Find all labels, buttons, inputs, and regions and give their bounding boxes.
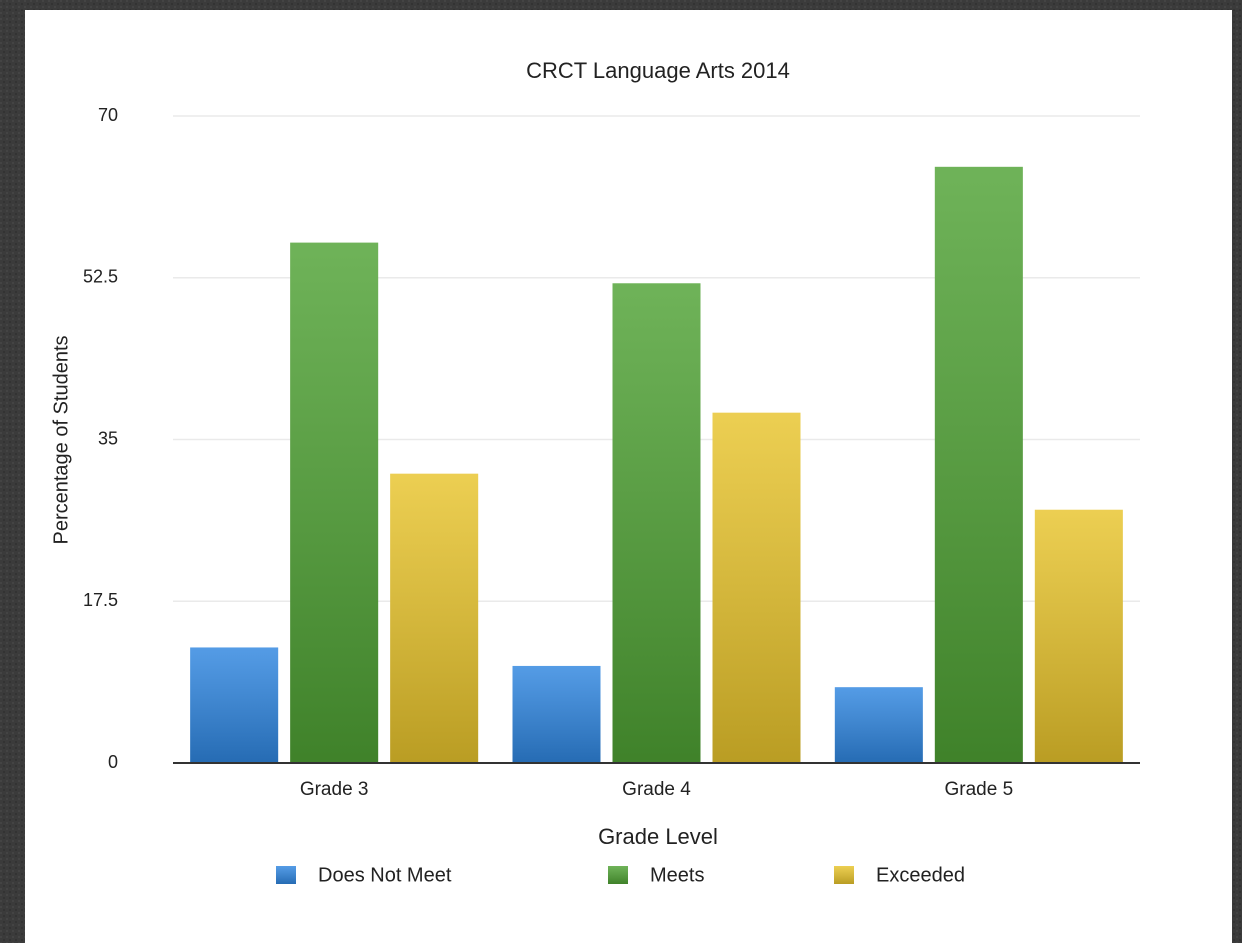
bar [1034,509,1123,763]
legend-label: Meets [650,864,704,886]
legend-label: Exceeded [876,864,965,886]
y-tick-label: 0 [108,752,118,772]
x-tick-label: Grade 3 [300,779,369,800]
x-tick-label: Grade 4 [622,779,691,800]
y-axis-title: Percentage of Students [50,335,72,544]
bar [612,283,701,763]
bar [390,473,479,763]
bar [290,242,379,763]
y-tick-label: 52.5 [83,267,118,287]
legend-label: Does Not Meet [318,864,452,886]
legend-swatch-shade [608,866,628,884]
bar [512,665,601,763]
chart-title: CRCT Language Arts 2014 [526,58,790,83]
bar [834,687,923,763]
x-axis-title: Grade Level [598,824,718,849]
legend-swatch-shade [834,866,854,884]
y-tick-label: 17.5 [83,590,118,610]
y-tick-label: 35 [98,428,118,448]
bar [190,647,279,763]
x-tick-label: Grade 5 [945,779,1014,800]
bar [712,412,801,763]
legend-swatch-shade [276,866,296,884]
bar [934,166,1023,764]
y-tick-label: 70 [98,105,118,125]
